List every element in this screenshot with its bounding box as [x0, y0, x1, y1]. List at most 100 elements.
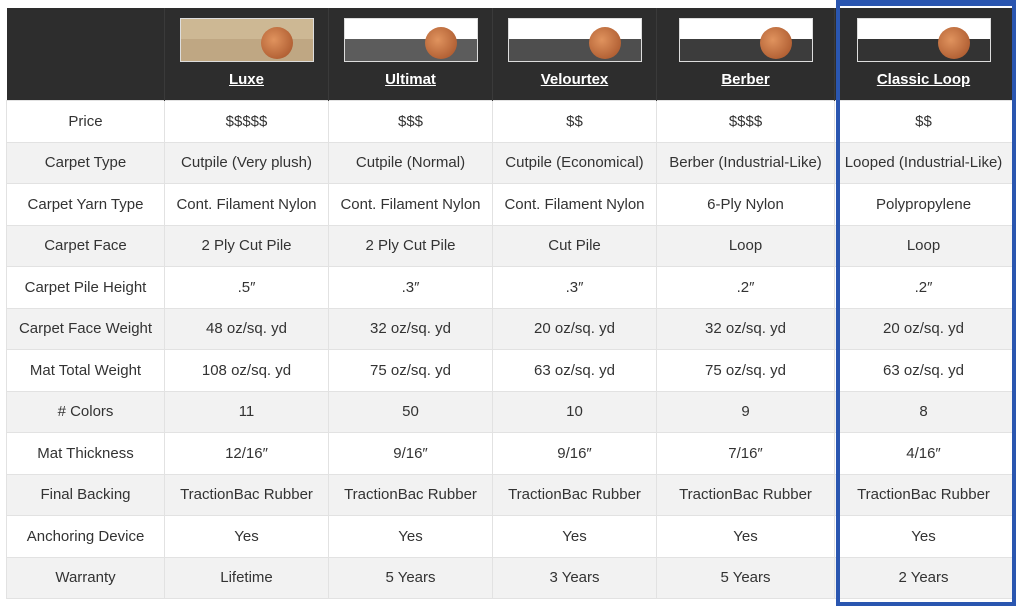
cell-value: Cutpile (Very plush): [164, 141, 329, 184]
carpet-sample-image: [343, 18, 478, 62]
product-header: Berber: [656, 8, 835, 101]
cell-value: .2″: [834, 266, 1013, 309]
row-label: Carpet Yarn Type: [6, 183, 165, 226]
penny-icon: [588, 27, 621, 59]
table-row: Carpet Face 2 Ply Cut Pile 2 Ply Cut Pile C…: [6, 224, 1013, 267]
cell-value: Yes: [834, 515, 1013, 558]
cell-value: Lifetime: [164, 556, 329, 599]
cell-value: TractionBac Rubber: [164, 473, 329, 516]
cell-value: TractionBac Rubber: [492, 473, 657, 516]
row-label: Carpet Face: [6, 224, 165, 267]
product-link[interactable]: Luxe: [228, 71, 264, 88]
cell-value: Polypropylene: [834, 183, 1013, 226]
product-link[interactable]: Velourtex: [540, 71, 609, 88]
cell-value: 2 Years: [834, 556, 1013, 599]
penny-icon: [260, 27, 293, 59]
product-header: Classic Loop: [834, 8, 1013, 101]
row-label: Anchoring Device: [6, 515, 165, 558]
cell-value: 10: [492, 390, 657, 433]
table-row: # Colors 11 50 10 9 8: [6, 390, 1013, 433]
cell-value: Yes: [492, 515, 657, 558]
table-row: Warranty Lifetime 5 Years 3 Years 5 Years 2 Y…: [6, 556, 1013, 599]
product-header: Velourtex: [492, 8, 657, 101]
cell-value: 8: [834, 390, 1013, 433]
table-row: Carpet Yarn Type Cont. Filament Nylon Cont…: [6, 183, 1013, 226]
cell-value: 2 Ply Cut Pile: [328, 224, 493, 267]
cell-value: 20 oz/sq. yd: [834, 307, 1013, 350]
carpet-sample-image: [507, 18, 642, 62]
table-row: Mat Thickness 12/16″ 9/16″ 9/16″ 7/16″ 4/16″: [6, 432, 1013, 475]
cell-value: 3 Years: [492, 556, 657, 599]
cell-value: 75 oz/sq. yd: [328, 349, 493, 392]
table-row: Anchoring Device Yes Yes Yes Yes Yes: [6, 515, 1013, 558]
cell-value: TractionBac Rubber: [328, 473, 493, 516]
table-row: Carpet Face Weight 48 oz/sq. yd 32 oz/sq. …: [6, 307, 1013, 350]
row-label: Carpet Type: [6, 141, 165, 184]
cell-value: 75 oz/sq. yd: [656, 349, 835, 392]
product-header: Ultimat: [328, 8, 493, 101]
cell-value: Yes: [164, 515, 329, 558]
row-label: Carpet Face Weight: [6, 307, 165, 350]
cell-value: 108 oz/sq. yd: [164, 349, 329, 392]
row-label: Price: [6, 100, 165, 143]
cell-value: Cont. Filament Nylon: [492, 183, 657, 226]
cell-value: $$: [834, 100, 1013, 143]
cell-value: Loop: [656, 224, 835, 267]
cell-value: Yes: [656, 515, 835, 558]
penny-icon: [937, 27, 970, 59]
cell-value: $$$: [328, 100, 493, 143]
cell-value: 48 oz/sq. yd: [164, 307, 329, 350]
product-link[interactable]: Classic Loop: [876, 71, 971, 88]
row-label: Warranty: [6, 556, 165, 599]
cell-value: TractionBac Rubber: [656, 473, 835, 516]
cell-value: $$$$$: [164, 100, 329, 143]
carpet-sample-image: [856, 18, 991, 62]
row-label: Mat Thickness: [6, 432, 165, 475]
cell-value: Looped (Industrial-Like): [834, 141, 1013, 184]
cell-value: $$: [492, 100, 657, 143]
cell-value: Yes: [328, 515, 493, 558]
cell-value: Cutpile (Economical): [492, 141, 657, 184]
cell-value: 32 oz/sq. yd: [328, 307, 493, 350]
cell-value: 5 Years: [328, 556, 493, 599]
product-link[interactable]: Ultimat: [385, 71, 436, 88]
row-label: # Colors: [6, 390, 165, 433]
cell-value: 9/16″: [492, 432, 657, 475]
cell-value: Cut Pile: [492, 224, 657, 267]
carpet-sample-image: [179, 18, 314, 62]
carpet-sample-image: [678, 18, 813, 62]
row-label: Carpet Pile Height: [6, 266, 165, 309]
cell-value: 4/16″: [834, 432, 1013, 475]
cell-value: 7/16″: [656, 432, 835, 475]
row-label: Mat Total Weight: [6, 349, 165, 392]
product-link[interactable]: Berber: [721, 71, 770, 88]
cell-value: 63 oz/sq. yd: [834, 349, 1013, 392]
cell-value: 32 oz/sq. yd: [656, 307, 835, 350]
cell-value: 12/16″: [164, 432, 329, 475]
cell-value: Berber (Industrial-Like): [656, 141, 835, 184]
table-row: Final Backing TractionBac Rubber TractionB…: [6, 473, 1013, 516]
cell-value: .5″: [164, 266, 329, 309]
cell-value: 9/16″: [328, 432, 493, 475]
product-header: Luxe: [164, 8, 329, 101]
cell-value: Cutpile (Normal): [328, 141, 493, 184]
cell-value: 5 Years: [656, 556, 835, 599]
cell-value: Cont. Filament Nylon: [164, 183, 329, 226]
cell-value: 2 Ply Cut Pile: [164, 224, 329, 267]
cell-value: Cont. Filament Nylon: [328, 183, 493, 226]
table-row: Mat Total Weight 108 oz/sq. yd 75 oz/sq. y…: [6, 349, 1013, 392]
cell-value: 63 oz/sq. yd: [492, 349, 657, 392]
cell-value: $$$$: [656, 100, 835, 143]
cell-value: .2″: [656, 266, 835, 309]
table-row: Carpet Type Cutpile (Very plush) Cutpile (…: [6, 141, 1013, 184]
corner-cell: [6, 8, 165, 101]
cell-value: 20 oz/sq. yd: [492, 307, 657, 350]
cell-value: Loop: [834, 224, 1013, 267]
row-label: Final Backing: [6, 473, 165, 516]
table-row: Carpet Pile Height .5″ .3″ .3″ .2″ .2″: [6, 266, 1013, 309]
cell-value: 9: [656, 390, 835, 433]
table-row: Price $$$$$ $$$ $$ $$$$ $$: [6, 100, 1013, 143]
penny-icon: [759, 27, 792, 59]
cell-value: TractionBac Rubber: [834, 473, 1013, 516]
cell-value: .3″: [328, 266, 493, 309]
